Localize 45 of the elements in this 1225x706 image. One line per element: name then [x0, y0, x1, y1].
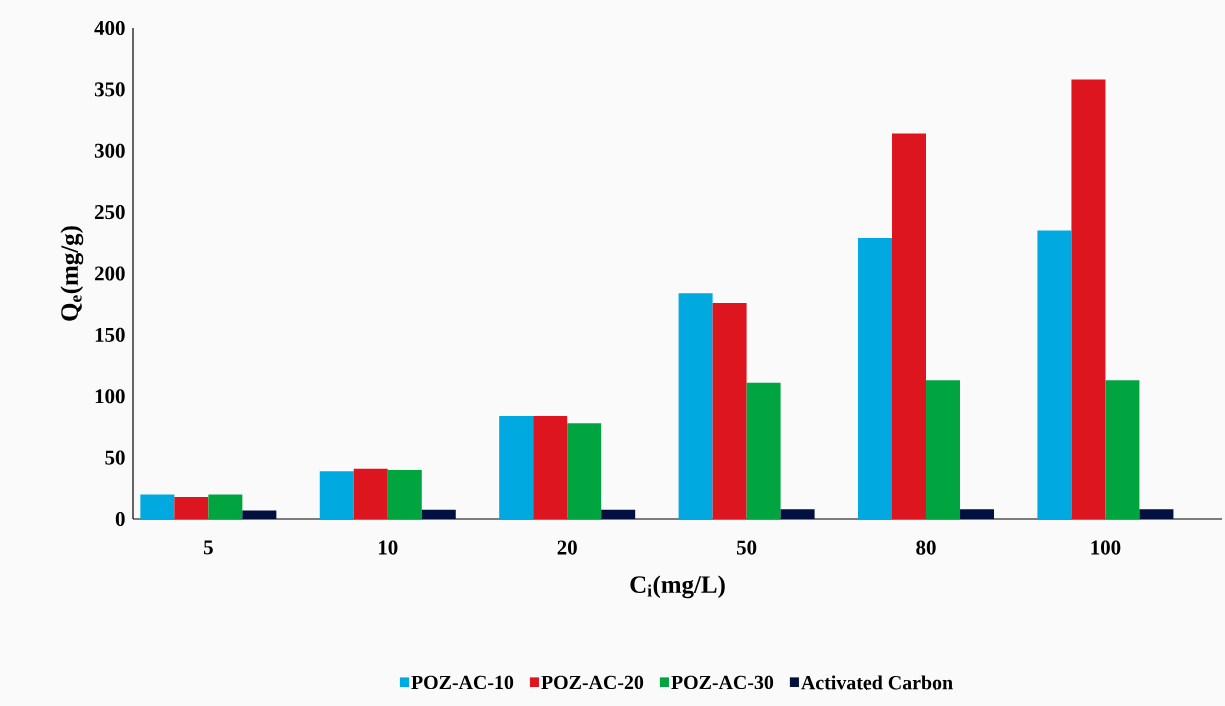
bar [1139, 509, 1174, 519]
y-tick-label: 250 [94, 205, 125, 220]
x-tick-label: 50 [736, 540, 757, 555]
y-tick-label: 150 [95, 327, 125, 342]
bar [746, 382, 781, 519]
bar [353, 468, 388, 519]
bar [319, 471, 354, 519]
bar [140, 494, 175, 519]
legend-label: POZ-AC-20 [541, 675, 644, 690]
bar [678, 293, 713, 519]
y-tick-label: 0 [115, 511, 125, 527]
bar [892, 133, 927, 519]
x-tick-label: 20 [557, 540, 577, 555]
bar [242, 510, 277, 519]
bar [712, 302, 747, 519]
x-tick-label: 100 [1091, 540, 1121, 555]
bar [960, 509, 995, 519]
bar [601, 509, 636, 519]
bar [1037, 230, 1072, 519]
y-axis-title: Q$_{e}$(mg/g) [60, 226, 84, 321]
y-tick-label: 300 [94, 143, 125, 158]
y-tick-label: 400 [94, 20, 125, 36]
bar [499, 415, 534, 519]
x-tick-label: 5 [203, 540, 213, 555]
bar [858, 237, 893, 519]
bar [1071, 79, 1106, 519]
x-tick-label: 10 [378, 540, 398, 555]
bar [567, 423, 602, 519]
y-tick-label: 100 [95, 389, 125, 404]
x-tick-label: 80 [916, 540, 936, 555]
legend-label: POZ-AC-30 [671, 675, 774, 690]
legend-label: Activated Carbon [801, 675, 953, 690]
bar [208, 494, 243, 519]
y-tick-label: 200 [94, 266, 125, 281]
bar [421, 509, 456, 519]
bar [1105, 380, 1140, 519]
legend-label: POZ-AC-10 [411, 675, 514, 690]
y-tick-label: 50 [105, 450, 125, 465]
bar [533, 415, 568, 519]
x-axis-title: C$_{i}$(mg/L) [630, 575, 725, 599]
bar [780, 509, 815, 519]
bar [387, 469, 422, 519]
bar [926, 380, 961, 519]
y-tick-label: 350 [94, 82, 125, 97]
bar [174, 496, 209, 519]
